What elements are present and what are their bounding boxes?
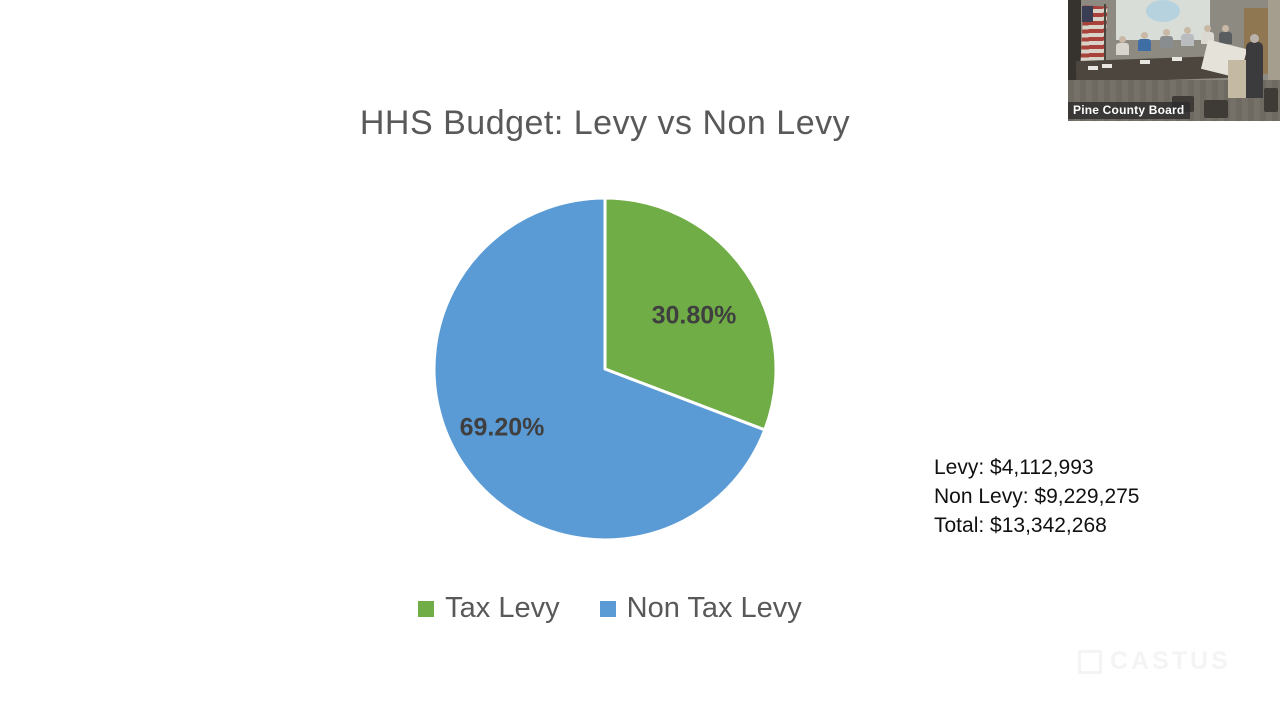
chart-legend: Tax Levy Non Tax Levy [0, 592, 1220, 625]
legend-label-non-tax-levy: Non Tax Levy [626, 592, 802, 624]
summary-non-levy-line: Non Levy: $9,229,275 [934, 485, 1140, 508]
seated-person [1116, 36, 1129, 55]
camera-feed: Pine County Board [1068, 0, 1280, 121]
budget-summary: Levy: $4,112,993 Non Levy: $9,229,275 To… [934, 453, 1140, 540]
papers [1102, 64, 1112, 68]
standing-speaker [1246, 42, 1263, 98]
legend-item-non-tax-levy: Non Tax Levy [599, 592, 802, 625]
camera-location-label: Pine County Board [1068, 102, 1191, 119]
watermark-icon [1078, 649, 1102, 674]
summary-total-line: Total: $13,342,268 [934, 514, 1107, 537]
right-wall [1268, 0, 1280, 80]
projected-slide-image [1146, 0, 1180, 22]
seated-person [1160, 29, 1173, 48]
legend-label-tax-levy: Tax Levy [445, 592, 560, 624]
stream-watermark-logo: CASTUS [1078, 647, 1231, 676]
pie-chart: 30.80% 69.20% [432, 196, 778, 542]
chair [1264, 88, 1278, 112]
tax-levy-swatch-icon [418, 600, 435, 617]
seated-person [1181, 27, 1194, 46]
podium [1228, 60, 1248, 98]
chair [1204, 100, 1228, 118]
papers [1172, 57, 1182, 61]
slide-title: HHS Budget: Levy vs Non Levy [359, 104, 851, 142]
seated-person [1138, 32, 1151, 51]
pie-slice-tax-levy [603, 196, 778, 432]
summary-levy-line: Levy: $4,112,993 [934, 456, 1094, 479]
papers [1140, 60, 1150, 64]
us-flag-union [1082, 6, 1093, 22]
seated-person [1219, 25, 1232, 44]
pie-data-label-non-tax-levy: 69.20% [459, 413, 545, 442]
legend-item-tax-levy: Tax Levy [418, 592, 560, 625]
pie-data-label-tax-levy: 30.80% [651, 301, 737, 330]
standing-speaker-head [1250, 34, 1259, 43]
flag-pole [1104, 4, 1106, 94]
pie-slice-non-tax-levy [432, 196, 767, 542]
papers [1088, 66, 1098, 70]
watermark-text: CASTUS [1110, 647, 1231, 675]
non-tax-levy-swatch-icon [599, 600, 616, 617]
pie-chart-svg [432, 196, 778, 542]
